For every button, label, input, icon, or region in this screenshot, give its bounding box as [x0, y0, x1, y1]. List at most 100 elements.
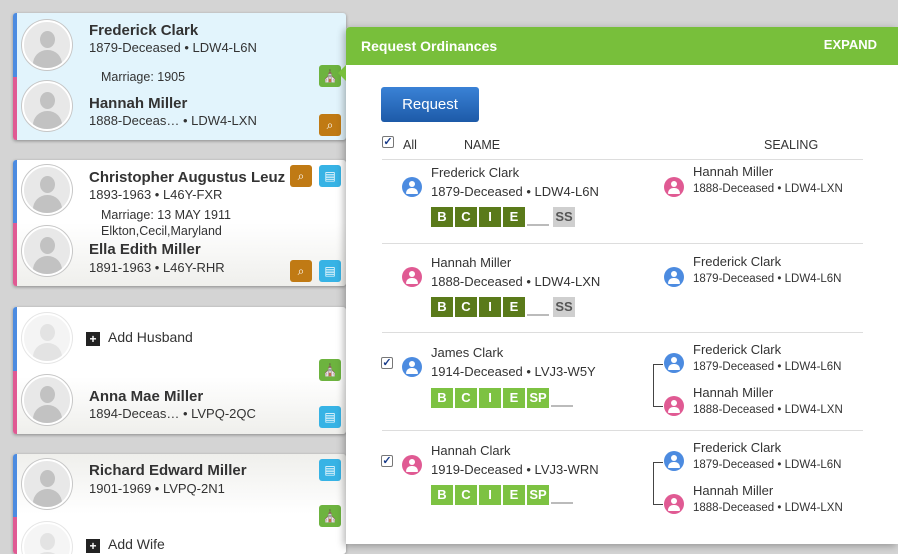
person-meta: 1914-Deceased • LVJ3-W5Y	[431, 364, 596, 379]
add-husband-link[interactable]: + Add Husband	[86, 329, 193, 346]
record-hint-icon[interactable]: ▤	[319, 406, 341, 428]
row-checkbox[interactable]: ✓	[381, 357, 393, 369]
male-person-icon	[664, 451, 684, 471]
empty-slot	[527, 207, 549, 226]
parent-sealing-badge: SP	[527, 485, 549, 505]
mother-name[interactable]: Hannah Miller	[693, 483, 774, 498]
record-hint-icon[interactable]: ▤	[319, 260, 341, 282]
husband-meta: 1893-1963 • L46Y-FXR	[89, 187, 223, 202]
male-indicator	[13, 454, 17, 517]
temple-icon[interactable]: ⛪	[319, 505, 341, 527]
parents-bracket	[653, 462, 663, 505]
female-person-icon	[402, 267, 422, 287]
wife-meta: 1891-1963 • L46Y-RHR	[89, 260, 225, 275]
select-all-label: All	[403, 138, 417, 152]
female-person-icon	[664, 177, 684, 197]
male-person-icon	[664, 353, 684, 373]
initiatory-badge: I	[479, 485, 501, 505]
sealing-column-header: SEALING	[764, 138, 819, 152]
family-card[interactable]: + Add Husband Anna Mae Miller 1894-Deceas…	[13, 307, 346, 434]
endowment-badge: E	[503, 388, 525, 408]
husband-name[interactable]: Frederick Clark	[89, 22, 199, 39]
temple-icon[interactable]: ⛪	[319, 65, 341, 87]
row-checkbox[interactable]: ✓	[381, 455, 393, 467]
avatar[interactable]	[22, 81, 72, 131]
confirmation-badge: C	[455, 207, 477, 227]
female-indicator	[13, 223, 17, 286]
spouse-name[interactable]: Hannah Miller	[693, 164, 774, 179]
name-column-header: NAME	[464, 138, 501, 152]
female-person-icon	[664, 396, 684, 416]
endowment-badge: E	[503, 485, 525, 505]
record-search-icon[interactable]: ⌕	[290, 260, 312, 282]
avatar[interactable]	[22, 375, 72, 425]
person-name[interactable]: Frederick Clark	[431, 165, 520, 180]
female-indicator	[13, 371, 17, 434]
confirmation-badge: C	[455, 388, 477, 408]
baptism-badge: B	[431, 297, 453, 317]
father-name[interactable]: Frederick Clark	[693, 342, 782, 357]
husband-meta: 1901-1969 • LVPQ-2N1	[89, 481, 225, 496]
record-search-icon[interactable]: ⌕	[290, 165, 312, 187]
initiatory-badge: I	[479, 207, 501, 227]
divider	[382, 159, 863, 160]
female-person-icon	[664, 494, 684, 514]
marriage-place: Elkton,Cecil,Maryland	[101, 224, 222, 238]
initiatory-badge: I	[479, 297, 501, 317]
record-search-icon[interactable]: ⌕	[319, 114, 341, 136]
male-indicator	[13, 160, 17, 223]
record-hint-icon[interactable]: ▤	[319, 459, 341, 481]
empty-avatar	[22, 522, 72, 554]
record-hint-icon[interactable]: ▤	[319, 165, 341, 187]
person-meta: 1879-Deceased • LDW4-L6N	[431, 184, 599, 199]
father-meta: 1879-Deceased • LDW4-L6N	[693, 361, 842, 373]
plus-icon: +	[86, 539, 100, 553]
mother-name[interactable]: Hannah Miller	[693, 385, 774, 400]
mother-meta: 1888-Deceased • LDW4-LXN	[693, 404, 843, 416]
person-name[interactable]: Hannah Miller	[431, 255, 512, 270]
baptism-badge: B	[431, 485, 453, 505]
male-person-icon	[402, 357, 422, 377]
avatar[interactable]	[22, 165, 72, 215]
empty-avatar	[22, 313, 72, 363]
family-card[interactable]: Frederick Clark 1879-Deceased • LDW4-L6N…	[13, 13, 346, 140]
expand-button[interactable]: EXPAND	[823, 37, 877, 52]
empty-slot	[551, 485, 573, 504]
avatar[interactable]	[22, 20, 72, 70]
baptism-badge: B	[431, 388, 453, 408]
ordinance-status: B C I E SS	[431, 207, 575, 227]
marriage-info: Marriage: 13 MAY 1911	[101, 208, 231, 222]
request-button[interactable]: Request	[381, 87, 479, 122]
person-name[interactable]: Hannah Clark	[431, 443, 511, 458]
wife-name[interactable]: Anna Mae Miller	[89, 388, 204, 405]
spouse-name[interactable]: Frederick Clark	[693, 254, 782, 269]
select-all-checkbox[interactable]: ✓	[382, 136, 394, 148]
parents-bracket	[653, 364, 663, 407]
husband-name[interactable]: Christopher Augustus Leuz	[89, 169, 286, 186]
marriage-info: Marriage: 1905	[101, 70, 186, 84]
person-meta: 1919-Deceased • LVJ3-WRN	[431, 462, 599, 477]
spouse-sealing-badge: SS	[553, 207, 575, 227]
avatar[interactable]	[22, 459, 72, 509]
add-wife-link[interactable]: + Add Wife	[86, 536, 165, 553]
person-name[interactable]: James Clark	[431, 345, 504, 360]
family-card[interactable]: Christopher Augustus Leuz 1893-1963 • L4…	[13, 160, 346, 286]
mother-meta: 1888-Deceased • LDW4-LXN	[693, 502, 843, 514]
temple-icon[interactable]: ⛪	[319, 359, 341, 381]
wife-name[interactable]: Ella Edith Miller	[89, 241, 201, 258]
empty-slot	[551, 388, 573, 407]
divider	[382, 332, 863, 333]
request-ordinances-panel: Request Ordinances EXPAND Request ✓ All …	[338, 27, 898, 544]
wife-meta: 1894-Deceas… • LVPQ-2QC	[89, 406, 256, 421]
endowment-badge: E	[503, 207, 525, 227]
spouse-meta: 1879-Deceased • LDW4-L6N	[693, 273, 842, 285]
male-indicator	[13, 307, 17, 371]
husband-name[interactable]: Richard Edward Miller	[89, 462, 247, 479]
father-name[interactable]: Frederick Clark	[693, 440, 782, 455]
avatar[interactable]	[22, 226, 72, 276]
plus-icon: +	[86, 332, 100, 346]
ordinance-status: B C I E SP	[431, 485, 573, 505]
wife-name[interactable]: Hannah Miller	[89, 95, 188, 112]
family-card[interactable]: Richard Edward Miller 1901-1969 • LVPQ-2…	[13, 454, 346, 554]
female-indicator	[13, 77, 17, 140]
